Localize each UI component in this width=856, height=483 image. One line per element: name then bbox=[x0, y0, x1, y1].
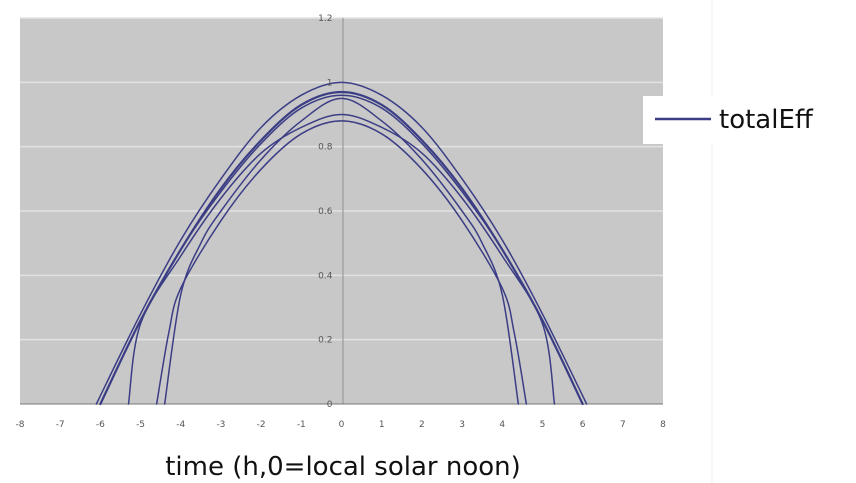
y-tick-label: 1 bbox=[327, 78, 333, 88]
x-tick-label: -5 bbox=[136, 420, 145, 430]
x-tick-label: -6 bbox=[96, 420, 105, 430]
legend-label-totalEff: totalEff bbox=[719, 105, 814, 135]
series-lines bbox=[95, 81, 588, 406]
x-axis-title: time (h,0=local solar noon) bbox=[165, 452, 521, 482]
x-tick-label: 1 bbox=[379, 420, 385, 430]
x-tick-labels: -8 -7 -6 -5 -4 -3 -2 -1 0 1 2 3 4 5 6 7 8 bbox=[16, 420, 667, 430]
legend: totalEff bbox=[643, 96, 856, 144]
x-tick-label: -1 bbox=[297, 420, 306, 430]
y-tick-label: 0.8 bbox=[318, 143, 333, 153]
y-tick-label: 0.4 bbox=[318, 271, 333, 281]
x-tick-label: -2 bbox=[257, 420, 266, 430]
x-tick-label: 7 bbox=[620, 420, 626, 430]
y-tick-labels: 0 0.2 0.4 0.6 0.8 1 1.2 bbox=[318, 14, 333, 410]
x-tick-label: -4 bbox=[176, 420, 185, 430]
series-line-5 bbox=[155, 120, 528, 405]
x-tick-label: 4 bbox=[499, 420, 505, 430]
x-tick-label: 3 bbox=[459, 420, 465, 430]
y-tick-label: 0.6 bbox=[318, 207, 333, 217]
x-tick-label: 5 bbox=[540, 420, 546, 430]
x-tick-label: -7 bbox=[56, 420, 65, 430]
x-tick-label: 0 bbox=[339, 420, 345, 430]
series-line-4 bbox=[127, 113, 556, 405]
series-line-2 bbox=[95, 81, 588, 405]
x-tick-label: -8 bbox=[16, 420, 25, 430]
y-tick-label: 0.2 bbox=[318, 336, 332, 346]
x-tick-label: 6 bbox=[580, 420, 586, 430]
x-tick-label: 2 bbox=[419, 420, 425, 430]
series-line-3 bbox=[99, 94, 584, 405]
y-tick-label: 0 bbox=[327, 400, 333, 410]
x-tick-label: -3 bbox=[216, 420, 225, 430]
series-line-6 bbox=[163, 97, 520, 405]
y-tick-label: 1.2 bbox=[318, 14, 332, 24]
x-tick-label: 8 bbox=[660, 420, 666, 430]
